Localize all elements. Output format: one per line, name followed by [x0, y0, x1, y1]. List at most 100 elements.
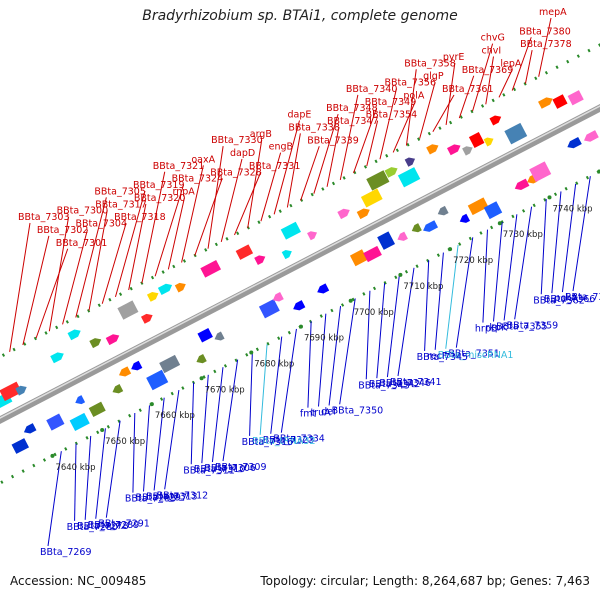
leader-bbta-7356	[379, 88, 397, 160]
reverse-feature-12	[197, 327, 213, 343]
tick-mark	[448, 247, 453, 252]
leader-bbta-7358	[405, 69, 417, 146]
forward-feature-11	[174, 282, 186, 293]
leader-bbta-7280	[74, 443, 77, 521]
gene-label-bbta-7318: BBta_7318	[114, 212, 166, 223]
leader-chvg	[472, 43, 494, 112]
forward-feature-arrow	[356, 208, 370, 220]
reverse-feature-8	[131, 360, 143, 371]
leader-chvi	[485, 56, 494, 105]
leader-bbta-trna32	[259, 344, 268, 435]
gene-label-engb: engB	[269, 142, 293, 153]
forward-feature-arrow	[15, 385, 27, 396]
leader-bbta-7323	[270, 336, 283, 434]
forward-feature-arrow	[337, 208, 350, 220]
leader-bbta-7295	[132, 413, 136, 493]
leader-bbta-7366	[551, 191, 562, 294]
forward-feature-block	[504, 122, 528, 145]
reverse-feature-32	[583, 130, 599, 142]
reverse-feature-20	[377, 231, 396, 250]
gene-label-bbta-7347: BBta_7347	[327, 116, 379, 127]
leader-rnpa	[167, 197, 185, 270]
leader-argb	[247, 139, 263, 229]
gene-label-bbta-7295: BBta_7295	[125, 494, 177, 505]
forward-feature-17	[307, 231, 318, 241]
tick-label-7680-kbp: 7680 kbp	[254, 359, 294, 369]
leader-bbta-7342	[376, 283, 386, 379]
gene-label-bbta-7269: BBta_7269	[40, 547, 92, 558]
gene-label-bbta-7289: BBta_7289	[88, 520, 140, 531]
forward-feature-arrow	[426, 144, 439, 155]
reverse-feature-30	[529, 161, 552, 182]
leader-bbta-7380	[511, 37, 532, 91]
forward-feature-33	[552, 94, 568, 109]
leader-bbta-7340	[339, 94, 359, 181]
gene-label-bbta-7312: BBta_7312	[157, 490, 209, 501]
leader-bbta-7359	[514, 206, 533, 320]
leader-bbta-7310	[201, 374, 209, 464]
reverse-feature-block	[258, 298, 280, 319]
forward-feature-28	[468, 132, 485, 148]
forward-feature-27	[462, 146, 473, 156]
gene-label-trua: truA	[311, 408, 332, 419]
leader-dapd	[220, 158, 243, 242]
gene-label-bbta-7331: BBta_7331	[249, 161, 301, 172]
gene-label-bbta-7349: BBta_7349	[365, 97, 417, 108]
reverse-feature-block	[363, 245, 382, 263]
reverse-feature-arrow	[459, 213, 471, 223]
gene-label-pyre: pyrE	[443, 52, 465, 63]
forward-feature-9	[146, 291, 159, 302]
reverse-feature-arrow	[423, 220, 439, 232]
gene-label-bbta-7313: BBta_7313	[146, 491, 198, 502]
reverse-feature-arrow	[397, 231, 408, 241]
reverse-feature-5	[88, 401, 106, 417]
forward-feature-block	[117, 300, 139, 320]
reverse-feature-6	[112, 384, 124, 394]
gene-label-bbta-7338: BBta_7338	[288, 122, 340, 133]
reverse-feature-21	[397, 231, 408, 241]
gene-label-bbta-7334: BBta_7334	[273, 434, 325, 445]
reverse-feature-block	[46, 413, 65, 431]
forward-feature-arrow	[404, 157, 416, 167]
forward-feature-31	[504, 122, 528, 145]
leader-hrpb	[482, 229, 488, 323]
tick-label-7700-kbp: 7700 kbp	[354, 308, 394, 318]
reverse-feature-block	[159, 354, 181, 374]
forward-feature-15	[281, 250, 292, 260]
forward-feature-16	[280, 221, 301, 240]
gene-label-bbta-7317: BBta_7317	[95, 199, 147, 210]
gene-label-fmt: fmt	[300, 409, 317, 420]
leader-pyre	[445, 62, 456, 125]
forward-feature-block	[366, 170, 390, 191]
tick-label-7740-kbp: 7740 kbp	[553, 204, 593, 214]
reverse-feature-arrow	[293, 300, 306, 311]
gene-label-bbta-7343: BBta_7343	[358, 380, 410, 391]
forward-feature-22	[384, 167, 398, 178]
gene-label-chvg: chvG	[481, 33, 505, 44]
leader-bbta-7304	[62, 229, 88, 325]
forward-feature-arrow	[447, 144, 461, 156]
leader-bbta-7345	[424, 260, 430, 351]
reverse-feature-arrow	[118, 366, 132, 377]
gene-label-bbta-7304: BBta_7304	[76, 219, 128, 230]
reverse-feature-18	[349, 249, 368, 267]
gene-label-bbta-7311: BBta_7311	[183, 465, 235, 476]
gene-label-rkpk: rkpK	[486, 323, 508, 334]
tick-mark	[199, 376, 204, 381]
forward-feature-arrow	[483, 137, 494, 147]
gene-label-bbta-7306: BBta_7306	[204, 463, 256, 474]
reverse-feature-3	[69, 412, 90, 432]
leader-glgp	[419, 81, 436, 139]
reverse-feature-block	[146, 369, 169, 391]
leader-bbta-7313	[153, 397, 165, 491]
gene-label-bbta-7323: BBta_7323	[263, 435, 315, 446]
leader-bbta-7350	[339, 298, 356, 405]
reverse-feature-arrow	[272, 291, 284, 302]
reverse-feature-block	[377, 231, 396, 250]
tick-mark	[398, 272, 403, 277]
forward-feature-arrow	[384, 167, 398, 178]
leader-bbta-7334	[280, 328, 297, 433]
forward-feature-8	[140, 313, 153, 324]
leader-pola	[392, 101, 416, 153]
forward-feature-block	[0, 381, 23, 402]
